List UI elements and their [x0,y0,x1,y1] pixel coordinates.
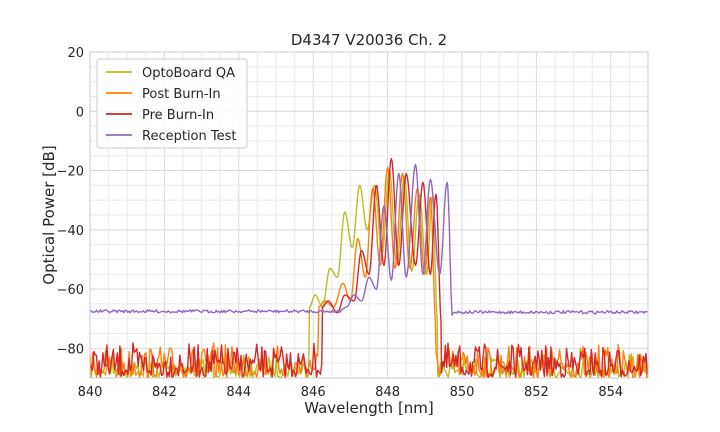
x-tick-label: 840 [78,385,103,400]
legend-label-4: Reception Test [142,129,236,144]
x-tick-label: 854 [598,385,623,400]
y-tick-label: −20 [57,165,84,180]
x-tick-label: 842 [152,385,177,400]
y-tick-label: 20 [67,46,84,61]
y-tick-label: −80 [57,342,84,357]
series-line-3 [90,158,648,378]
legend-label-1: OptoBoard QA [142,66,235,81]
y-tick-label: −40 [57,224,84,239]
x-tick-label: 844 [226,385,251,400]
x-tick-label: 846 [301,385,326,400]
chart-title: D4347 V20036 Ch. 2 [291,31,447,49]
x-axis-label: Wavelength [nm] [304,399,434,417]
x-tick-labels: 840 842 844 846 848 850 852 854 [78,385,624,400]
legend-label-2: Post Burn-In [142,87,221,102]
y-tick-label: −60 [57,283,84,298]
legend-box [96,58,248,149]
legend: OptoBoard QA Post Burn-In Pre Burn-In Recep… [96,58,248,149]
legend-label-3: Pre Burn-In [142,108,214,123]
y-tick-labels: 20 0 −20 −40 −60 −80 [57,46,84,357]
x-tick-label: 852 [524,385,549,400]
y-tick-label: 0 [76,105,84,120]
x-tick-label: 850 [450,385,475,400]
plot-frame [89,51,649,379]
series-layer [90,158,648,378]
x-tick-label: 848 [375,385,400,400]
series-line-4 [90,163,648,317]
series-line-2 [90,166,648,378]
y-axis-label: Optical Power [dB] [40,145,58,284]
